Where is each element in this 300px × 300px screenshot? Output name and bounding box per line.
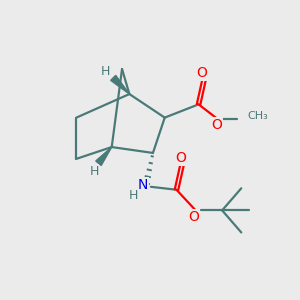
Text: N: N (137, 178, 148, 192)
Text: H: H (128, 188, 138, 202)
Text: CH₃: CH₃ (247, 110, 268, 121)
Text: O: O (176, 151, 186, 165)
Text: H: H (89, 165, 99, 178)
Text: O: O (197, 66, 208, 80)
Text: O: O (211, 118, 222, 132)
Polygon shape (111, 75, 129, 94)
Polygon shape (96, 147, 112, 166)
Text: H: H (100, 64, 110, 78)
Text: O: O (188, 210, 199, 224)
